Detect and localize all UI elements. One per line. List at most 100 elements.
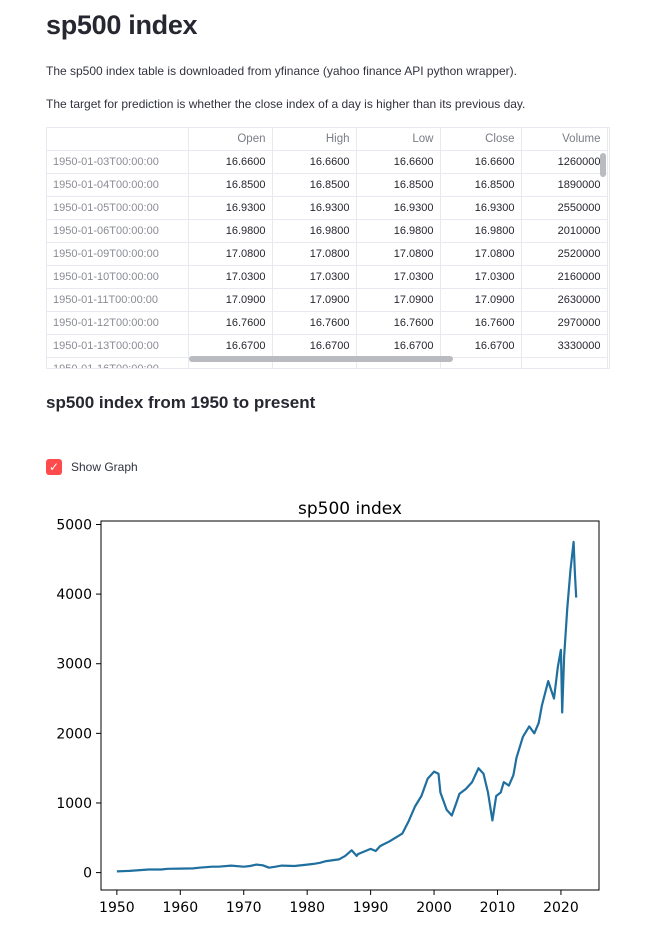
- y-tick-label: 2000: [56, 726, 92, 742]
- page-title: sp500 index: [46, 10, 198, 40]
- cell-open[interactable]: 17.0300: [188, 265, 273, 289]
- cell-volume[interactable]: 2520000: [521, 242, 608, 266]
- y-tick-label: 1000: [56, 796, 92, 812]
- cell-volume[interactable]: 1260000: [521, 150, 608, 174]
- row-index-cell[interactable]: 1950-01-10T00:00:00: [47, 265, 189, 289]
- row-index-cell[interactable]: 1950-01-06T00:00:00: [47, 219, 189, 243]
- data-table: Open High Low Close Volume 1950-01-03T00…: [47, 128, 608, 368]
- cell-high[interactable]: 17.0900: [272, 288, 357, 312]
- sp500-line-chart: sp500 index 1950 1960 1970 1980 1990 2000 2010 2…: [56, 499, 600, 916]
- cell-volume[interactable]: 2630000: [521, 288, 608, 312]
- cell-low[interactable]: 16.6700: [356, 334, 441, 358]
- cell-low[interactable]: 17.0300: [356, 265, 441, 289]
- column-header-volume[interactable]: Volume: [521, 128, 608, 151]
- table-row: 1950-01-16T00:00:00: [47, 357, 608, 368]
- row-index-cell[interactable]: 1950-01-04T00:00:00: [47, 173, 189, 197]
- cell-open[interactable]: 17.0900: [188, 288, 273, 312]
- cell-low[interactable]: [356, 357, 441, 368]
- cell-high[interactable]: [272, 357, 357, 368]
- cell-low[interactable]: 17.0900: [356, 288, 441, 312]
- cell-close[interactable]: 16.9300: [440, 196, 522, 220]
- chart-title: sp500 index: [298, 499, 402, 519]
- cell-close[interactable]: 17.0900: [440, 288, 522, 312]
- cell-close[interactable]: 16.7600: [440, 311, 522, 335]
- vertical-scrollbar[interactable]: [600, 153, 606, 177]
- cell-close[interactable]: 16.6600: [440, 150, 522, 174]
- table-row: 1950-01-10T00:00:00 17.0300 17.0300 17.0300…: [47, 265, 608, 289]
- cell-volume[interactable]: 2550000: [521, 196, 608, 220]
- show-graph-checkbox[interactable]: ✓: [46, 459, 62, 475]
- x-tick-label: 2010: [480, 900, 516, 916]
- table-row: 1950-01-05T00:00:00 16.9300 16.9300 16.9300…: [47, 196, 608, 220]
- cell-low[interactable]: 16.9800: [356, 219, 441, 243]
- target-text: The target for prediction is whether the…: [46, 97, 526, 111]
- table-row: 1950-01-03T00:00:00 16.6600 16.6600 16.6600…: [47, 150, 608, 174]
- section-heading: sp500 index from 1950 to present: [46, 393, 316, 412]
- column-header-index[interactable]: [47, 128, 189, 151]
- cell-open[interactable]: 17.0800: [188, 242, 273, 266]
- cell-open[interactable]: 16.9300: [188, 196, 273, 220]
- cell-volume[interactable]: 2160000: [521, 265, 608, 289]
- cell-close[interactable]: [440, 357, 522, 368]
- row-index-cell[interactable]: 1950-01-16T00:00:00: [47, 357, 189, 368]
- x-tick-label: 2020: [543, 900, 579, 916]
- cell-volume[interactable]: 1890000: [521, 173, 608, 197]
- y-tick-label: 0: [83, 866, 92, 882]
- cell-high[interactable]: 16.9800: [272, 219, 357, 243]
- row-index-cell[interactable]: 1950-01-05T00:00:00: [47, 196, 189, 220]
- show-graph-label[interactable]: Show Graph: [71, 460, 138, 474]
- x-tick-label: 1980: [289, 900, 325, 916]
- cell-high[interactable]: 16.8500: [272, 173, 357, 197]
- cell-low[interactable]: 16.9300: [356, 196, 441, 220]
- intro-text: The sp500 index table is downloaded from…: [46, 64, 517, 78]
- cell-volume[interactable]: 2010000: [521, 219, 608, 243]
- table-row: 1950-01-09T00:00:00 17.0800 17.0800 17.0800…: [47, 242, 608, 266]
- y-tick-label: 5000: [56, 517, 92, 533]
- cell-volume[interactable]: [521, 357, 608, 368]
- table-header-row: Open High Low Close Volume: [47, 128, 608, 151]
- cell-close[interactable]: 16.8500: [440, 173, 522, 197]
- cell-high[interactable]: 16.7600: [272, 311, 357, 335]
- cell-high[interactable]: 16.6700: [272, 334, 357, 358]
- cell-close[interactable]: 17.0300: [440, 265, 522, 289]
- row-index-cell[interactable]: 1950-01-03T00:00:00: [47, 150, 189, 174]
- table-row: 1950-01-11T00:00:00 17.0900 17.0900 17.0900…: [47, 288, 608, 312]
- cell-high[interactable]: 17.0800: [272, 242, 357, 266]
- table-row: 1950-01-06T00:00:00 16.9800 16.9800 16.9800…: [47, 219, 608, 243]
- cell-volume[interactable]: 3330000: [521, 334, 608, 358]
- cell-high[interactable]: 16.6600: [272, 150, 357, 174]
- cell-low[interactable]: 16.8500: [356, 173, 441, 197]
- column-header-low[interactable]: Low: [356, 128, 441, 151]
- cell-open[interactable]: 16.7600: [188, 311, 273, 335]
- plot-frame: [100, 520, 600, 891]
- row-index-cell[interactable]: 1950-01-11T00:00:00: [47, 288, 189, 312]
- column-header-high[interactable]: High: [272, 128, 357, 151]
- cell-low[interactable]: 16.7600: [356, 311, 441, 335]
- row-index-cell[interactable]: 1950-01-09T00:00:00: [47, 242, 189, 266]
- cell-open[interactable]: 16.6700: [188, 334, 273, 358]
- cell-open[interactable]: 16.6600: [188, 150, 273, 174]
- horizontal-scrollbar[interactable]: [189, 356, 453, 362]
- column-header-close[interactable]: Close: [440, 128, 522, 151]
- cell-high[interactable]: 16.9300: [272, 196, 357, 220]
- cell-volume[interactable]: 2970000: [521, 311, 608, 335]
- cell-close[interactable]: 16.6700: [440, 334, 522, 358]
- column-header-open[interactable]: Open: [188, 128, 273, 151]
- cell-close[interactable]: 16.9800: [440, 219, 522, 243]
- y-tick-label: 3000: [56, 657, 92, 673]
- cell-open[interactable]: 16.9800: [188, 219, 273, 243]
- table-row: 1950-01-12T00:00:00 16.7600 16.7600 16.7600…: [47, 311, 608, 335]
- cell-open[interactable]: [188, 357, 273, 368]
- show-graph-checkbox-row[interactable]: ✓ Show Graph: [46, 459, 138, 475]
- cell-open[interactable]: 16.8500: [188, 173, 273, 197]
- dataframe-table[interactable]: Open High Low Close Volume 1950-01-03T00…: [46, 127, 610, 369]
- cell-close[interactable]: 17.0800: [440, 242, 522, 266]
- x-tick-label: 1960: [162, 900, 198, 916]
- cell-low[interactable]: 16.6600: [356, 150, 441, 174]
- cell-high[interactable]: 17.0300: [272, 265, 357, 289]
- x-tick-label: 2000: [416, 900, 452, 916]
- cell-low[interactable]: 17.0800: [356, 242, 441, 266]
- row-index-cell[interactable]: 1950-01-13T00:00:00: [47, 334, 189, 358]
- row-index-cell[interactable]: 1950-01-12T00:00:00: [47, 311, 189, 335]
- table-row: 1950-01-04T00:00:00 16.8500 16.8500 16.8500…: [47, 173, 608, 197]
